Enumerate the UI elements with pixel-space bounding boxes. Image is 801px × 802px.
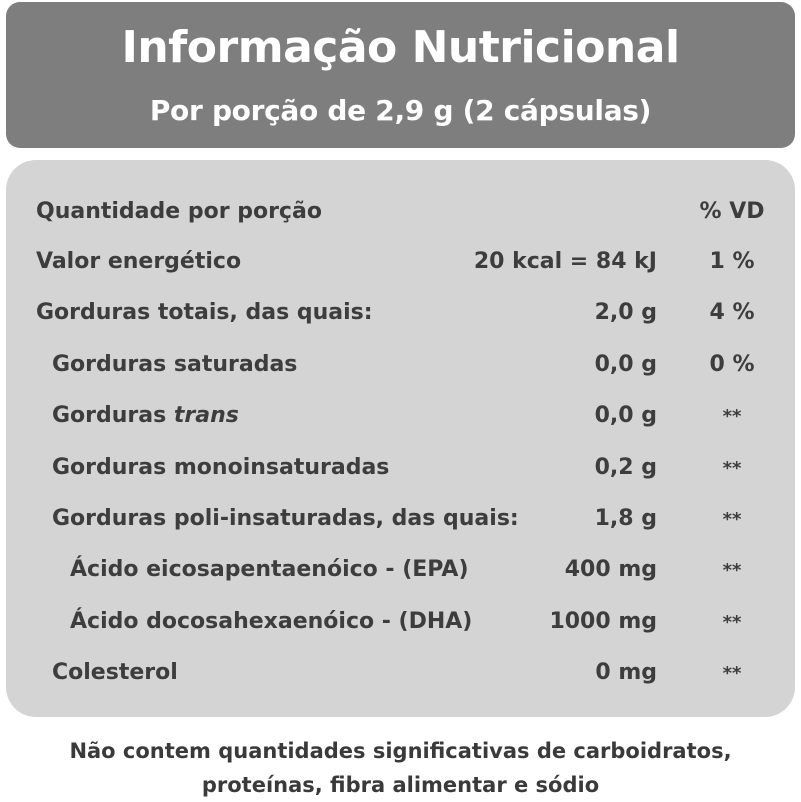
footnote-line-2: proteínas, fibra alimentar e sódio — [201, 773, 600, 797]
nutrient-name: Gorduras poli-insaturadas, das quais: — [52, 506, 519, 531]
table-row: Colesterol 0 mg ** — [6, 654, 795, 694]
nutrient-name: Gorduras totais, das quais: — [36, 300, 373, 325]
nutrient-name-prefix: Gorduras — [52, 403, 174, 428]
table-row: Gorduras totais, das quais: 2,0 g 4 % — [6, 294, 795, 334]
nutrient-name-italic: trans — [173, 403, 239, 428]
nutrition-table: Quantidade por porção % VD Valor energét… — [6, 160, 795, 717]
nutrient-vd: ** — [722, 509, 742, 530]
table-row: Gorduras trans 0,0 g ** — [6, 397, 795, 437]
nutrient-vd: ** — [722, 612, 742, 633]
footnote-line-1: Não contem quantidades significativas de… — [69, 739, 732, 763]
table-row: Gorduras saturadas 0,0 g 0 % — [6, 346, 795, 386]
nutrient-name: Gorduras monoinsaturadas — [52, 455, 390, 480]
nutrient-vd: 0 % — [709, 352, 755, 377]
table-row: Gorduras monoinsaturadas 0,2 g ** — [6, 449, 795, 489]
nutrient-vd: ** — [722, 458, 742, 479]
table-row: Valor energético 20 kcal = 84 kJ 1 % — [6, 243, 795, 283]
nutrient-amount: 0,0 g — [594, 403, 657, 428]
nutrient-name: Ácido docosahexaenóico - (DHA) — [70, 609, 473, 634]
nutrient-name: Gorduras saturadas — [52, 352, 298, 377]
nutrient-vd: ** — [722, 560, 742, 581]
nutrient-amount: 0,0 g — [594, 352, 657, 377]
nutrient-name: Colesterol — [52, 660, 178, 685]
nutrient-amount: 2,0 g — [594, 300, 657, 325]
column-header-quantity: Quantidade por porção — [36, 199, 322, 224]
nutrient-vd: 4 % — [709, 300, 755, 325]
nutrient-amount: 1000 mg — [549, 609, 657, 634]
column-header-vd: % VD — [699, 199, 765, 224]
nutrient-amount: 400 mg — [564, 557, 657, 582]
nutrient-vd: 1 % — [709, 249, 755, 274]
nutrient-amount: 20 kcal = 84 kJ — [473, 249, 657, 274]
nutrient-name: Ácido eicosapentaenóico - (EPA) — [70, 557, 469, 582]
nutrient-name: Gorduras trans — [52, 403, 239, 428]
serving-size: Por porção de 2,9 g (2 cápsulas) — [149, 94, 652, 127]
nutrient-vd: ** — [722, 406, 742, 427]
nutrient-amount: 0,2 g — [594, 455, 657, 480]
table-row: Gorduras poli-insaturadas, das quais: 1,… — [6, 500, 795, 540]
header-banner: Informação Nutricional Por porção de 2,9… — [6, 2, 795, 148]
nutrient-name: Valor energético — [36, 249, 242, 274]
nutrient-amount: 0 mg — [595, 660, 657, 685]
nutrient-amount: 1,8 g — [594, 506, 657, 531]
footnote: Não contem quantidades significativas de… — [0, 734, 801, 802]
table-header-row: Quantidade por porção % VD — [6, 193, 795, 233]
label-title: Informação Nutricional — [121, 22, 680, 73]
nutrient-vd: ** — [722, 663, 742, 684]
table-row: Ácido docosahexaenóico - (DHA) 1000 mg *… — [6, 603, 795, 643]
table-row: Ácido eicosapentaenóico - (EPA) 400 mg *… — [6, 551, 795, 591]
